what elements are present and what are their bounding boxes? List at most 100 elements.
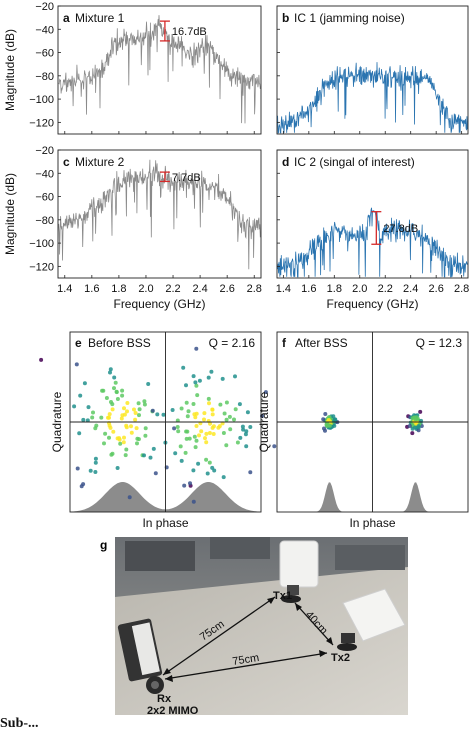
constellation-point: [410, 431, 415, 436]
constellation-point: [331, 414, 336, 419]
constellation-point: [90, 415, 95, 420]
constellation-point: [233, 374, 237, 379]
constellation-panel-e: e Before BSS Q = 2.16 In phase Quadrature: [39, 331, 277, 530]
constellation-point: [150, 408, 155, 413]
constellation-point: [192, 434, 197, 439]
constellation-point: [100, 388, 105, 393]
constellation-point: [216, 425, 221, 430]
constellation-point: [413, 425, 418, 430]
constellation-point: [133, 417, 138, 422]
constellation-point: [172, 426, 177, 431]
constellation-point: [133, 411, 138, 415]
constellation-point: [218, 402, 223, 407]
constellation-point: [142, 453, 146, 458]
constellation-point: [228, 427, 233, 432]
constellation-point: [240, 424, 245, 429]
constellation-point: [153, 471, 158, 476]
constellation-point: [207, 460, 212, 465]
plot-frame-e: [69, 331, 262, 513]
constellation-point: [413, 417, 418, 422]
tx2-label: Tx2: [331, 652, 350, 664]
panel-letter-f: f: [282, 336, 287, 350]
constellation-point: [146, 382, 151, 386]
constellation-point: [187, 436, 192, 441]
constellation-point: [197, 378, 202, 383]
spectrum-trace-c: [58, 159, 261, 270]
x-axis-label: In phase: [142, 516, 188, 530]
constellation-point: [185, 414, 190, 419]
constellation-point: [232, 417, 236, 422]
y-tick-label: −60: [35, 48, 54, 60]
constellation-point: [121, 440, 126, 445]
constellation-point: [77, 431, 82, 436]
y-axis-label: Quadrature: [50, 391, 64, 452]
constellation-point: [114, 389, 119, 394]
constellation-point: [221, 431, 226, 435]
constellation-point: [186, 409, 191, 414]
constellation-point: [205, 471, 210, 476]
constellation-point: [206, 375, 211, 380]
y-tick-label: −60: [35, 192, 54, 204]
constellation-point: [72, 404, 77, 409]
constellation-point: [108, 367, 113, 372]
constellation-point: [244, 444, 249, 449]
constellation-point: [102, 441, 106, 446]
constellation-point: [323, 412, 328, 416]
x-tick-label: 2.0: [352, 283, 367, 295]
constellation-point: [91, 410, 95, 415]
annotation-label: 16.7dB: [172, 26, 207, 38]
panel-title-c: Mixture 2: [75, 155, 125, 169]
panel-letter-d: d: [282, 155, 289, 169]
x-axis-label: In phase: [349, 516, 395, 530]
constellation-point: [188, 481, 192, 486]
constellation-point: [122, 406, 126, 411]
constellation-point: [39, 357, 44, 362]
constellation-point: [85, 418, 90, 423]
x-tick-label: 2.8: [247, 283, 262, 295]
constellation-point: [238, 435, 243, 440]
constellation-point: [106, 415, 110, 420]
density-curve: [277, 482, 468, 512]
constellation-point: [191, 374, 196, 379]
x-axis-label: Frequency (GHz): [113, 297, 205, 311]
x-tick-label: 2.2: [165, 283, 180, 295]
x-tick-label: 1.6: [301, 283, 316, 295]
plot-frame-d: [276, 149, 469, 279]
x-tick-label: 1.8: [111, 283, 126, 295]
density-curve: [70, 482, 261, 512]
constellation-point: [137, 407, 142, 412]
constellation-point: [112, 375, 117, 380]
constellation-point: [176, 429, 181, 434]
constellation-point: [104, 396, 109, 400]
constellation-point: [93, 460, 98, 465]
spectrum-trace-a: [58, 15, 261, 124]
constellation-point: [112, 386, 116, 391]
constellation-point: [127, 495, 132, 500]
constellation-point: [243, 432, 248, 437]
constellation-point: [211, 432, 216, 436]
constellation-point: [118, 441, 123, 446]
panel-letter-e: e: [75, 336, 82, 350]
quality-label: Q = 12.3: [416, 336, 463, 350]
panel-title-d: IC 2 (singal of interest): [294, 155, 415, 169]
constellation-point: [206, 396, 211, 401]
constellation-point: [103, 431, 108, 436]
plot-frame-a: [57, 5, 262, 135]
x-tick-label: 2.2: [378, 283, 393, 295]
y-tick-label: −100: [29, 238, 54, 250]
constellation-point: [325, 421, 330, 426]
rx-label: Rx: [157, 693, 172, 705]
constellation-point: [143, 426, 148, 431]
panel-letter-a: a: [63, 11, 70, 25]
constellation-point: [210, 465, 215, 470]
distance-arrow-tx1-tx2: [294, 602, 334, 646]
constellation-point: [208, 421, 212, 426]
y-tick-label: −40: [35, 24, 54, 36]
constellation-point: [204, 440, 209, 445]
constellation-point: [227, 414, 232, 419]
y-tick-label: −120: [29, 261, 54, 273]
constellation-point: [134, 426, 139, 431]
x-tick-label: 1.6: [84, 283, 99, 295]
y-axis-label: Magnitude (dB): [3, 29, 17, 111]
constellation-point: [233, 407, 238, 412]
